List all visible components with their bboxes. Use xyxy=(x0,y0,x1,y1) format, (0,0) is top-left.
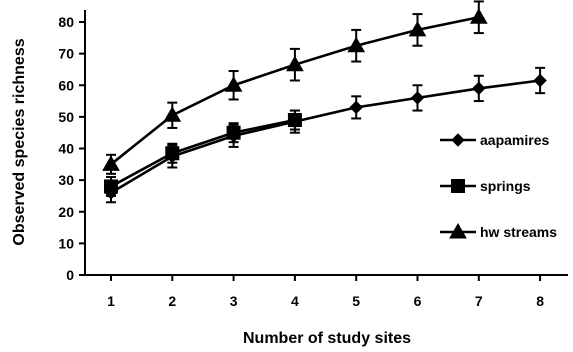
data-point xyxy=(349,100,363,115)
data-point xyxy=(163,106,182,122)
y-ticks: 0 10 20 30 40 50 60 70 80 xyxy=(58,14,85,283)
series-springs xyxy=(104,109,302,197)
x-tick-label: 1 xyxy=(107,293,115,309)
data-point xyxy=(287,113,302,128)
legend-item: springs xyxy=(440,178,531,194)
series-layer xyxy=(102,0,547,204)
legend-label: springs xyxy=(480,178,531,194)
data-point xyxy=(226,125,241,140)
legend-marker xyxy=(451,133,465,147)
x-tick-label: 2 xyxy=(168,293,176,309)
data-point xyxy=(104,179,118,194)
y-tick-label: 30 xyxy=(58,172,74,188)
y-tick-label: 50 xyxy=(58,109,74,125)
data-point xyxy=(469,8,488,24)
y-tick-label: 20 xyxy=(58,204,74,220)
legend-item: hw streams xyxy=(440,222,557,240)
y-tick-label: 70 xyxy=(58,46,74,62)
series-hw-streams xyxy=(102,0,488,175)
legend-marker xyxy=(449,222,467,239)
series-line xyxy=(110,79,541,194)
y-tick-label: 0 xyxy=(66,267,74,283)
x-tick-label: 7 xyxy=(475,293,483,309)
data-point xyxy=(533,73,547,88)
x-tick-label: 6 xyxy=(414,293,422,309)
data-point xyxy=(347,36,366,53)
legend-label: hw streams xyxy=(480,224,557,240)
x-tick-label: 8 xyxy=(536,293,544,309)
data-point xyxy=(410,91,425,105)
x-tick-label: 3 xyxy=(230,293,238,309)
legend-item: aapamires xyxy=(440,132,549,148)
legend: aapamires springs hw streams xyxy=(440,132,557,240)
series-line xyxy=(110,118,296,188)
y-tick-label: 80 xyxy=(58,14,74,30)
data-point xyxy=(102,155,120,171)
y-tick-label: 60 xyxy=(58,77,74,93)
data-point xyxy=(224,76,243,92)
x-ticks: 1 2 3 4 5 6 7 8 xyxy=(107,275,544,309)
legend-label: aapamires xyxy=(480,132,549,148)
data-point xyxy=(165,146,180,161)
y-tick-label: 40 xyxy=(58,141,74,157)
y-axis-title: Observed species richness xyxy=(11,38,28,245)
x-axis-title: Number of study sites xyxy=(243,330,411,347)
x-tick-label: 4 xyxy=(291,293,299,309)
series-line xyxy=(110,15,480,166)
y-tick-label: 10 xyxy=(58,235,74,251)
data-point xyxy=(472,81,486,96)
x-tick-label: 5 xyxy=(352,293,360,309)
data-point xyxy=(286,55,304,72)
legend-marker xyxy=(451,179,465,193)
data-point xyxy=(408,20,427,37)
